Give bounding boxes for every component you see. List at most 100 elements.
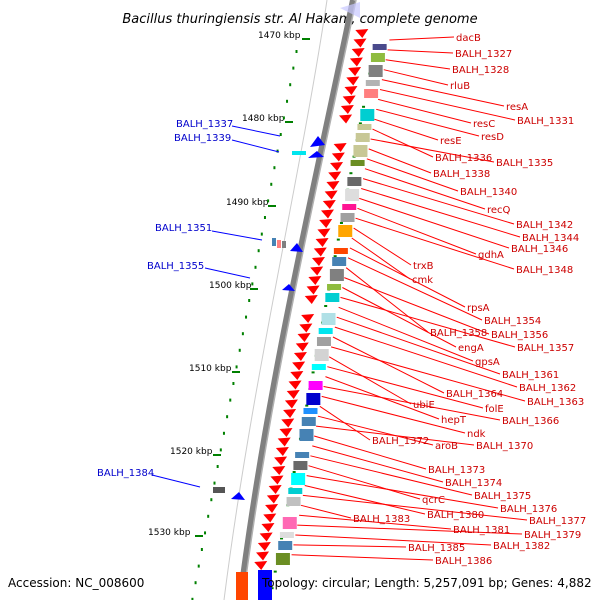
red-leader-line	[336, 316, 501, 375]
gene-label-balh-1381: BALH_1381	[453, 525, 510, 536]
gene-block	[272, 238, 276, 246]
scale-dot	[292, 66, 295, 70]
red-gene-arrow	[313, 247, 327, 257]
red-gene-arrow	[328, 171, 342, 181]
scale-dot	[226, 415, 229, 419]
red-leader-line	[340, 296, 516, 348]
gene-label-gdhA: gdhA	[478, 250, 504, 261]
gene-class-block	[325, 293, 340, 302]
gene-block	[213, 487, 225, 493]
scale-dot	[204, 531, 207, 535]
gene-label-rluB: rluB	[450, 81, 470, 92]
gene-class-block	[278, 541, 293, 550]
scale-dot	[273, 570, 277, 573]
red-leader-line	[332, 336, 445, 394]
blue-gene-arrow	[290, 243, 303, 252]
scale-dot	[324, 305, 328, 307]
gene-label-balh-1385: BALH_1385	[408, 543, 465, 554]
red-gene-arrow	[326, 181, 340, 190]
red-gene-arrow	[346, 76, 360, 86]
scale-dot	[200, 548, 203, 551]
red-gene-arrow	[275, 447, 289, 456]
gene-label-balh-1361: BALH_1361	[502, 370, 559, 381]
red-gene-arrow	[268, 485, 282, 494]
gene-class-block	[295, 452, 310, 458]
blue-leader-line	[211, 230, 263, 241]
gene-class-block	[308, 381, 323, 390]
red-gene-arrow	[284, 399, 298, 409]
kbp-label: 1530 kbp	[148, 528, 191, 538]
red-leader-line	[312, 445, 444, 483]
gene-class-block	[291, 473, 306, 485]
gene-label-balh-1363: BALH_1363	[527, 397, 584, 408]
gene-label-balh-1339: BALH_1339	[174, 133, 231, 144]
red-gene-arrow	[322, 200, 336, 209]
red-gene-arrow	[299, 323, 313, 333]
gene-class-block	[365, 80, 380, 86]
gene-label-balh-1327: BALH_1327	[455, 49, 512, 60]
gene-label-balh-1338: BALH_1338	[433, 169, 490, 180]
gene-block	[277, 240, 281, 248]
red-gene-arrow	[355, 29, 369, 38]
kbp-label: 1470 kbp	[258, 31, 301, 41]
scale-dot	[339, 222, 343, 224]
red-leader-line	[344, 277, 490, 335]
gene-label-balh-1364: BALH_1364	[446, 389, 503, 400]
red-label-leaders	[291, 36, 528, 561]
red-gene-arrow	[317, 228, 331, 238]
scale-dot	[263, 216, 266, 219]
gene-class-block	[279, 532, 294, 538]
red-gene-arrow	[256, 551, 270, 561]
red-leader-line	[300, 504, 352, 519]
red-leader-line	[361, 188, 521, 238]
gene-label-balh-1375: BALH_1375	[474, 491, 531, 502]
red-leader-line	[314, 435, 427, 470]
red-leader-line	[323, 386, 501, 421]
blue-leader-line	[231, 125, 281, 137]
red-gene-arrow	[286, 390, 300, 399]
gene-label-qcrC: qcrC	[422, 495, 445, 506]
gene-class-block	[342, 204, 357, 210]
gene-class-block	[364, 89, 379, 98]
red-leader-line	[387, 49, 454, 54]
red-leader-line	[381, 79, 505, 107]
gene-label-resE: resE	[440, 136, 462, 147]
red-gene-arrow	[344, 86, 358, 95]
scale-dot	[194, 581, 197, 585]
scale-dot	[292, 471, 296, 473]
red-gene-arrow	[265, 504, 279, 513]
gene-label-rpsA: rpsA	[467, 303, 490, 314]
red-leader-line	[306, 475, 499, 509]
gene-class-block	[347, 177, 362, 186]
scale-dot	[213, 481, 216, 485]
red-leader-line	[383, 69, 449, 86]
red-gene-arrow	[304, 295, 318, 304]
scale-dot	[251, 282, 254, 286]
red-gene-arrow	[308, 276, 322, 285]
gene-label-balh-1344: BALH_1344	[522, 233, 579, 244]
red-gene-arrow	[339, 114, 353, 124]
scale-dot	[270, 182, 273, 186]
red-leader-line	[359, 197, 510, 249]
red-gene-arrow	[290, 371, 304, 380]
red-gene-arrow	[254, 561, 268, 570]
scale-dot	[245, 315, 248, 319]
red-gene-arrow	[272, 466, 286, 475]
gene-label-balh-1379: BALH_1379	[524, 530, 581, 541]
genome-backbone	[237, 0, 356, 600]
red-leader-line	[357, 207, 477, 255]
red-gene-arrow	[259, 532, 273, 542]
genome-backbone-highlight	[242, 0, 357, 600]
red-gene-arrow	[297, 333, 311, 342]
gene-block	[258, 570, 272, 600]
gene-label-balh-1362: BALH_1362	[519, 383, 576, 394]
gene-label-balh-1351: BALH_1351	[155, 223, 212, 234]
scale-dot	[216, 465, 219, 468]
gene-class-block	[353, 145, 368, 157]
gene-label-recQ: recQ	[487, 205, 511, 216]
red-leader-line	[321, 395, 466, 434]
gene-label-balh-1386: BALH_1386	[435, 556, 492, 567]
gene-label-ubiE: ubiE	[413, 400, 435, 411]
red-leader-line	[295, 534, 492, 546]
red-leader-line	[328, 356, 412, 405]
